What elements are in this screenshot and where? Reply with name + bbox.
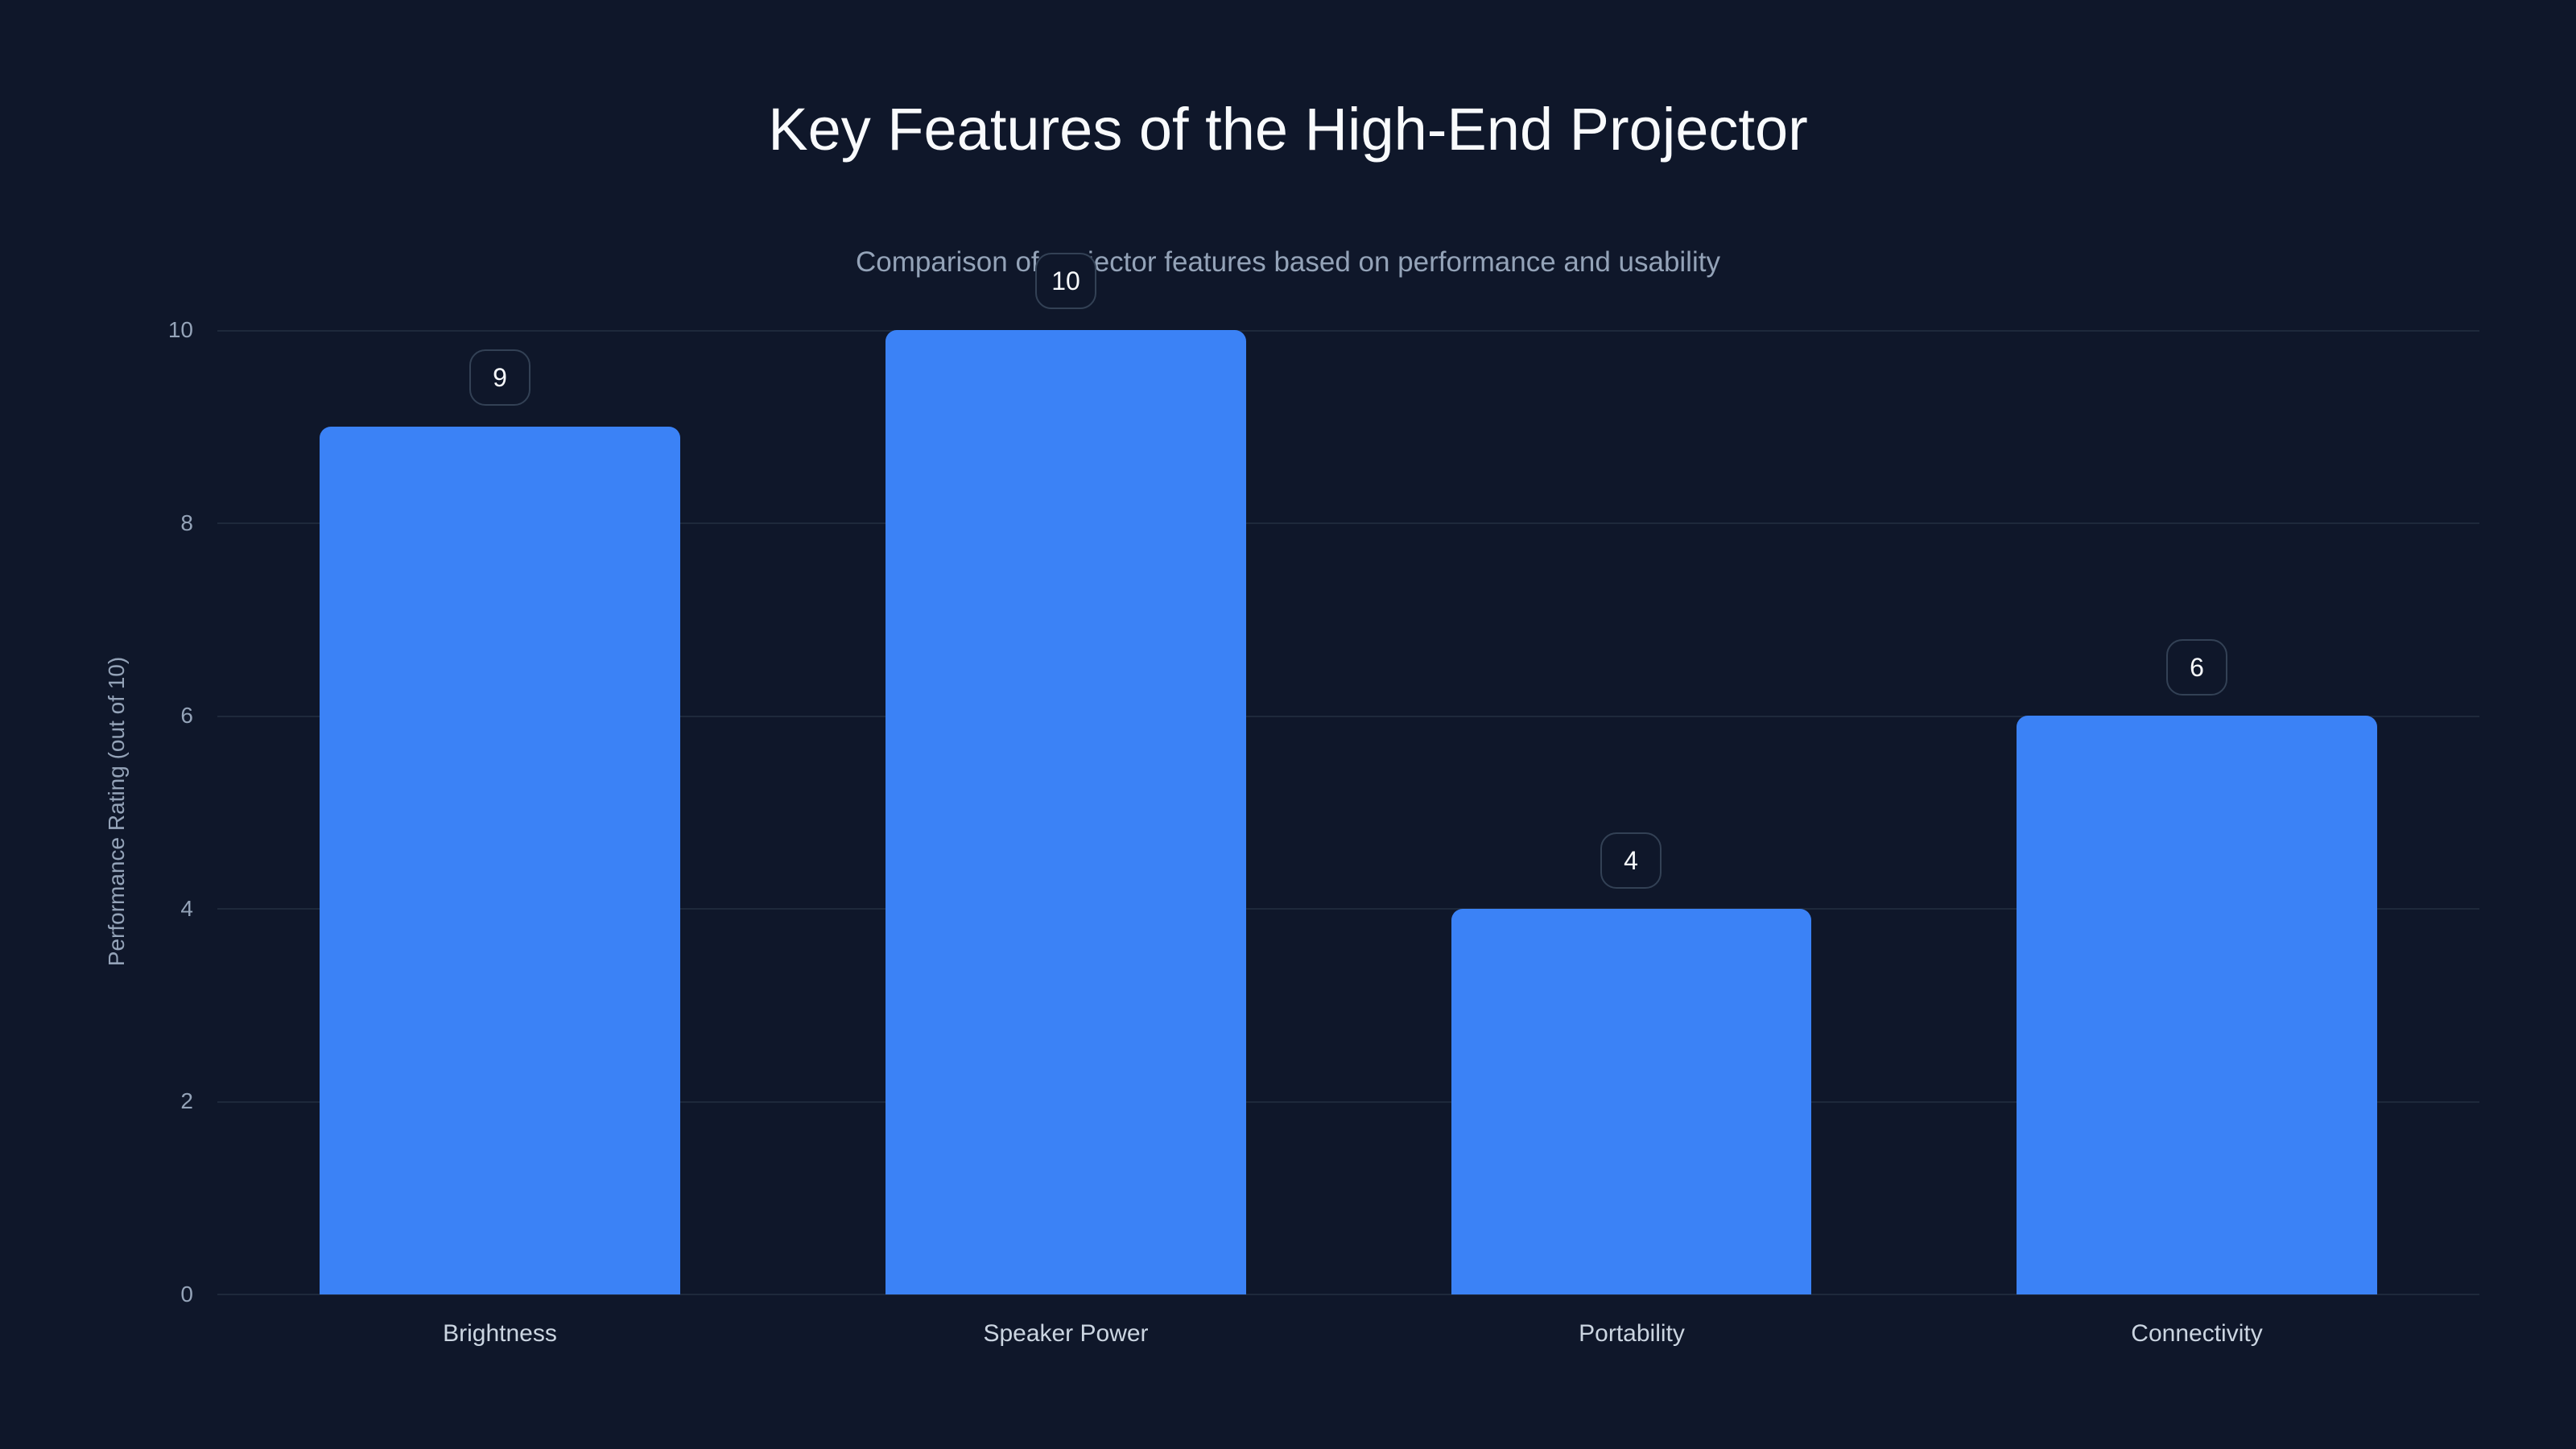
data-label-portability: 4 <box>1600 832 1662 889</box>
y-tick-4: 4 <box>180 896 193 921</box>
data-label-speaker-power: 10 <box>1035 253 1096 309</box>
plot-area: 9 10 4 6 <box>217 253 2479 1295</box>
gridline <box>217 522 2479 524</box>
data-label-brightness: 9 <box>469 349 530 406</box>
gridline <box>217 1101 2479 1103</box>
chart-subtitle: Comparison of projector features based o… <box>856 246 1720 278</box>
data-label-connectivity: 6 <box>2166 639 2227 696</box>
y-tick-10: 10 <box>167 317 193 342</box>
x-label-connectivity: Connectivity <box>2131 1320 2263 1347</box>
y-axis-label: Performance Rating (out of 10) <box>104 656 129 967</box>
y-tick-0: 0 <box>180 1282 193 1307</box>
y-tick-8: 8 <box>180 510 193 535</box>
x-label-portability: Portability <box>1579 1320 1685 1347</box>
bar-speaker-power <box>886 330 1246 1294</box>
gridline <box>217 330 2479 332</box>
bar-brightness <box>320 427 680 1294</box>
bar-portability <box>1451 909 1811 1294</box>
gridline <box>217 716 2479 717</box>
x-label-brightness: Brightness <box>443 1320 557 1347</box>
x-label-speaker-power: Speaker Power <box>983 1320 1149 1347</box>
x-axis-line <box>217 1294 2479 1295</box>
gridline <box>217 908 2479 910</box>
chart-title: Key Features of the High-End Projector <box>768 96 1808 163</box>
y-tick-2: 2 <box>180 1088 193 1113</box>
bar-connectivity <box>2017 716 2377 1294</box>
y-tick-6: 6 <box>180 703 193 728</box>
